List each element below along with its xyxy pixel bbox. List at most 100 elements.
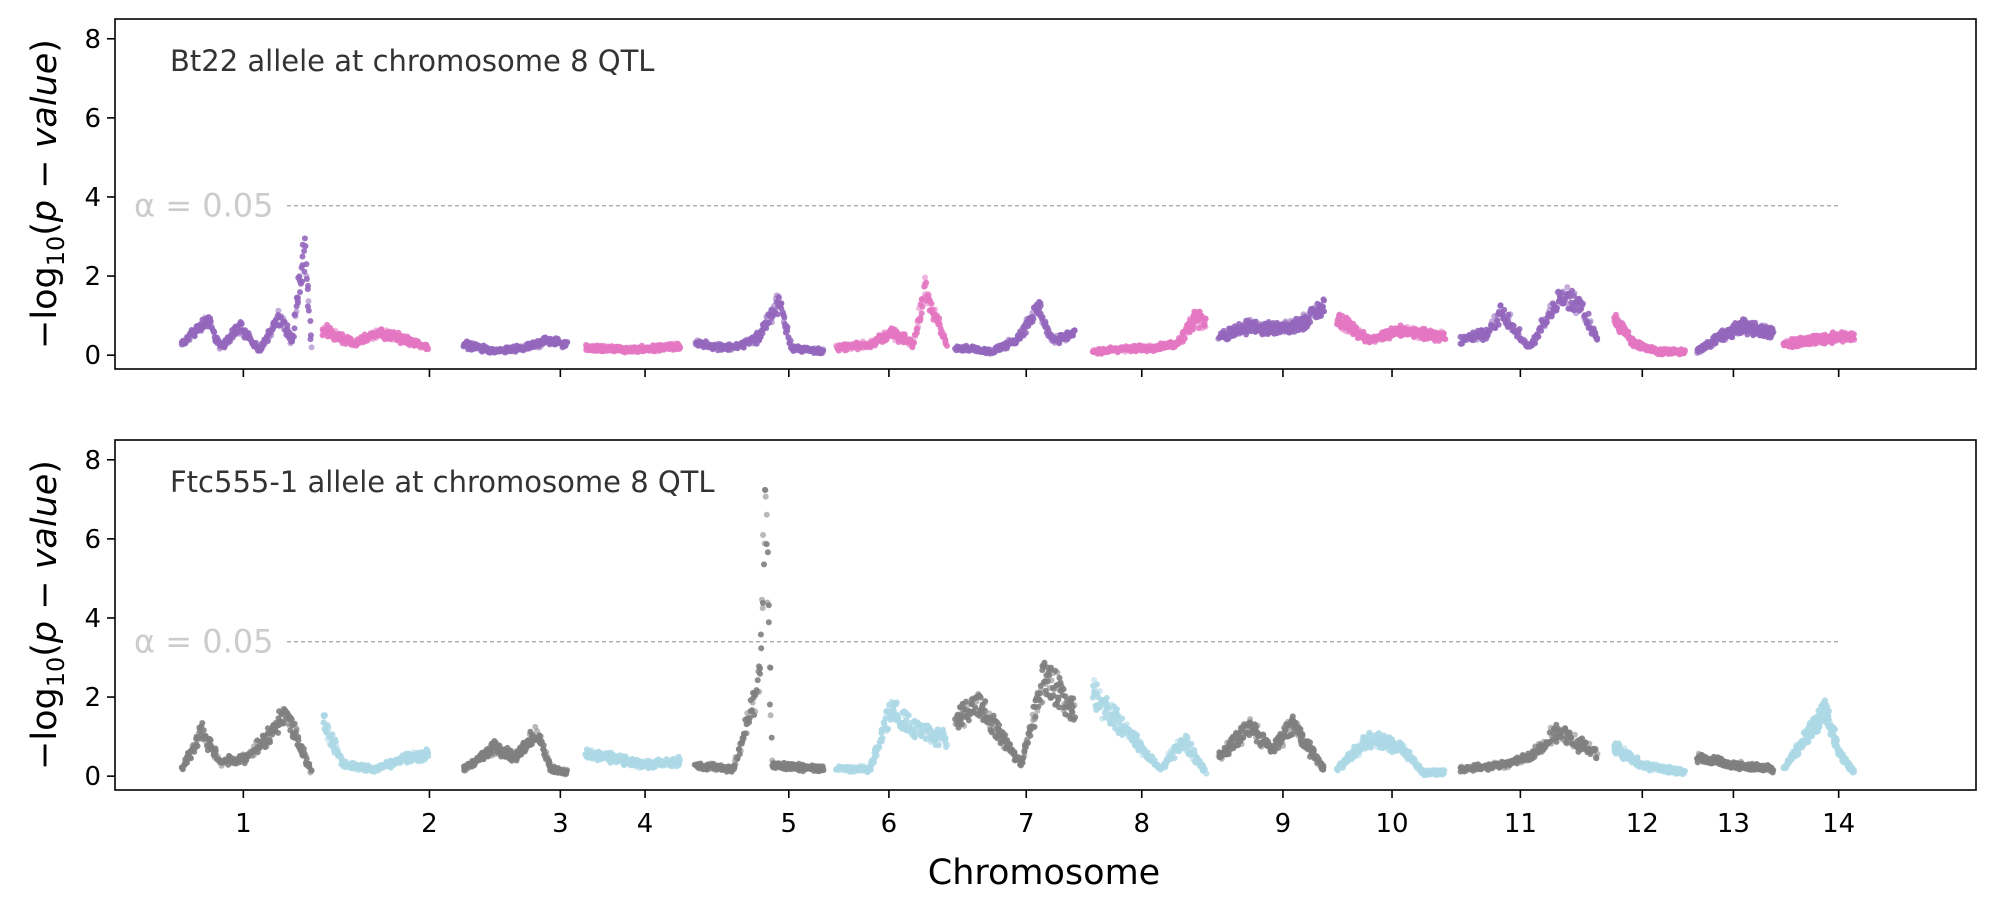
data-point xyxy=(743,730,750,737)
alpha-label: α = 0.05 xyxy=(134,187,274,225)
data-point xyxy=(293,308,300,315)
data-point xyxy=(763,541,770,548)
data-point xyxy=(268,332,275,339)
data-point xyxy=(425,753,432,760)
data-point xyxy=(212,747,219,754)
data-point xyxy=(763,511,770,518)
plot-frame xyxy=(114,18,1977,370)
data-point xyxy=(758,645,765,652)
data-point xyxy=(564,767,570,774)
data-point xyxy=(292,313,299,320)
data-point xyxy=(1071,327,1078,334)
data-point xyxy=(302,243,309,250)
data-point xyxy=(778,300,785,307)
data-point xyxy=(910,339,917,346)
data-point xyxy=(299,253,306,260)
data-point xyxy=(307,318,314,324)
data-point xyxy=(762,493,769,500)
data-point xyxy=(191,333,198,340)
data-point xyxy=(303,276,310,282)
data-point xyxy=(1516,326,1523,332)
data-point xyxy=(305,282,311,289)
y-tick-label: 8 xyxy=(84,25,101,55)
data-point xyxy=(819,765,826,771)
data-point xyxy=(1535,333,1542,340)
data-point xyxy=(759,330,766,337)
data-point xyxy=(757,665,764,672)
data-point xyxy=(1770,329,1777,336)
data-point xyxy=(759,605,766,612)
scatter-points xyxy=(178,486,1858,779)
data-point xyxy=(1442,336,1449,343)
data-point xyxy=(194,743,201,749)
data-point xyxy=(767,664,774,671)
data-point xyxy=(305,298,312,305)
data-point xyxy=(295,299,301,306)
data-point xyxy=(1321,297,1327,304)
data-point xyxy=(760,532,766,538)
data-point xyxy=(307,336,314,343)
panel-title: Bt22 allele at chromosome 8 QTL xyxy=(170,44,654,78)
data-point xyxy=(303,261,310,268)
data-point xyxy=(752,708,759,715)
data-point xyxy=(757,631,764,638)
y-tick-label: 0 xyxy=(84,341,101,371)
data-point xyxy=(207,737,214,744)
data-point xyxy=(757,670,763,677)
data-point xyxy=(200,727,207,734)
y-axis: 0 2 4 6 8 xyxy=(84,25,115,371)
data-point xyxy=(732,761,739,768)
data-point xyxy=(915,323,922,330)
data-point xyxy=(761,561,767,568)
data-point xyxy=(301,235,308,242)
data-point xyxy=(767,712,774,719)
data-point xyxy=(1030,315,1037,322)
data-point xyxy=(762,487,769,494)
data-point xyxy=(932,306,939,313)
data-point xyxy=(1579,300,1586,307)
data-point xyxy=(787,337,794,344)
data-point xyxy=(210,329,217,336)
data-point xyxy=(1037,302,1044,309)
data-point xyxy=(780,312,787,319)
data-point xyxy=(1851,337,1858,344)
data-point xyxy=(297,289,303,296)
data-point xyxy=(918,310,925,317)
data-point xyxy=(1554,304,1560,311)
data-point xyxy=(184,759,190,766)
data-point xyxy=(1681,348,1688,355)
manhattan-panel-bt22: α = 0.05 Bt22 allele at chromosome 8 QTL… xyxy=(25,18,1977,377)
data-point xyxy=(290,333,297,340)
data-point xyxy=(764,549,771,556)
data-point xyxy=(1585,310,1592,317)
manhattan-panel-ftc555: α = 0.05 Ftc555-1 allele at chromosome 8… xyxy=(25,439,1977,839)
data-point xyxy=(1507,311,1514,318)
data-point xyxy=(1440,330,1447,337)
data-point xyxy=(238,320,245,327)
data-point xyxy=(1587,318,1594,325)
data-point xyxy=(301,248,308,254)
data-point xyxy=(1307,319,1314,326)
y-tick-label: 2 xyxy=(84,262,101,292)
data-point xyxy=(1571,290,1578,297)
data-point xyxy=(820,346,827,353)
data-point xyxy=(267,739,273,746)
y-tick-label: 6 xyxy=(84,104,101,134)
data-point xyxy=(774,311,781,318)
data-point xyxy=(756,688,763,695)
y-tick-label: 4 xyxy=(84,183,101,213)
data-point xyxy=(293,727,300,733)
data-point xyxy=(291,325,298,332)
data-point xyxy=(1501,306,1508,313)
data-point xyxy=(784,327,791,334)
data-point xyxy=(329,731,336,738)
scatter-points xyxy=(178,235,1858,358)
data-point xyxy=(1321,308,1328,315)
data-point xyxy=(322,712,328,719)
y-axis-label: −log10(p − value) xyxy=(25,39,70,349)
data-point xyxy=(677,344,684,351)
data-point xyxy=(296,273,303,280)
data-point xyxy=(765,602,772,609)
data-point xyxy=(275,307,282,314)
